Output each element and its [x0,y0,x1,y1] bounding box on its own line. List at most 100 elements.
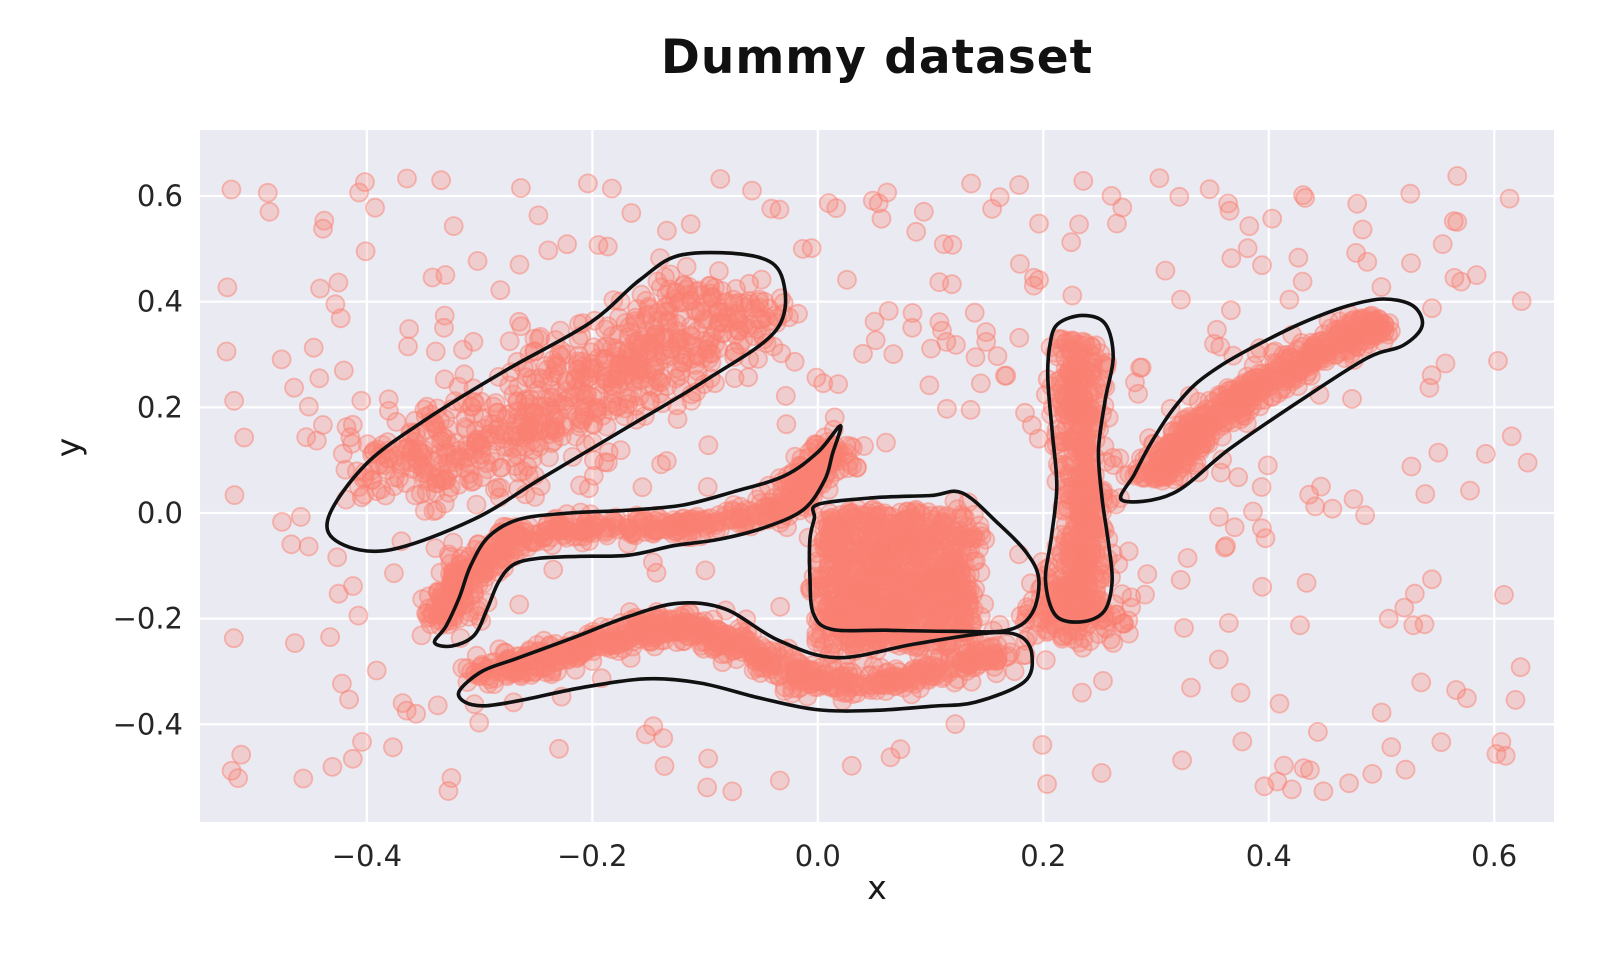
scatter-point [615,313,636,333]
scatter-point [1010,253,1030,274]
scatter-point [769,770,790,791]
scatter-point [1257,455,1278,476]
scatter-point [271,349,292,370]
scatter-point [863,633,883,653]
scatter-point [1292,271,1313,292]
scatter-point [1112,197,1133,218]
scatter-point [575,641,595,661]
y-tick-label: 0.6 [137,179,183,213]
scatter-point [819,527,840,548]
scatter-point [1313,781,1334,802]
scatter-point [547,393,567,414]
scatter-point [570,413,591,434]
scatter-point [566,377,587,398]
scatter-point [961,671,982,692]
scatter-point [328,583,349,604]
scatter-point [1432,234,1453,255]
scatter-point [328,272,349,293]
scatter-point [303,337,324,358]
scatter-point [1032,735,1053,755]
y-tick-label: 0.2 [137,390,183,424]
scatter-point [293,768,314,789]
scatter-point [657,220,677,241]
scatter-point [610,440,631,461]
scatter-point [348,605,369,626]
scatter-point [511,316,532,337]
scatter-point [976,322,996,343]
scatter-point [1091,763,1112,783]
scatter-point [942,234,963,255]
scatter-point [1419,377,1440,398]
scatter-point [1422,569,1442,590]
scatter-point [392,693,413,713]
scatter-point [224,485,245,506]
scatter-point [408,441,429,462]
scatter-point [1063,441,1084,462]
scatter-point [431,170,452,191]
scatter-point [1199,179,1220,200]
scatter-point [1460,480,1480,501]
scatter-point [1028,428,1049,449]
scatter-point [470,435,491,456]
scatter-point [466,494,487,515]
scatter-point [1125,372,1145,393]
scatter-point [1219,200,1240,221]
scatter-point [443,216,464,237]
scatter-point [1342,388,1362,409]
scatter-point [587,398,607,419]
scatter-point [583,465,604,486]
scatter-point [1155,260,1176,281]
scatter-point [306,430,327,451]
scatter-point [1243,501,1263,522]
scatter-point [333,360,354,381]
scatter-point [1204,333,1224,354]
scatter-point [310,278,331,299]
scatter-point [223,628,244,649]
scatter-point [710,169,731,189]
scatter-point [775,677,795,698]
scatter-point [325,294,346,315]
scatter-point [511,178,531,198]
scatter-point [937,398,957,419]
scatter-point [375,485,396,506]
scatter-point [1401,456,1422,477]
scatter-point [1447,166,1468,186]
scatter-point [1130,357,1150,378]
scatter-point [1072,682,1092,703]
scatter-point [709,261,729,282]
scatter-point [509,254,530,275]
scatter-point [406,703,427,724]
scatter-point [469,712,490,733]
scatter-point [216,341,237,362]
scatter-point [1208,649,1229,670]
scatter-point [331,673,352,694]
scatter-point [507,444,528,465]
scatter-point [1064,549,1085,570]
scatter-point [964,302,985,323]
scatter-point [917,520,938,541]
scatter-point [568,351,588,372]
scatter-point [399,319,420,339]
scatter-point [1198,417,1219,437]
scatter-point [880,747,901,768]
scatter-point [1050,591,1071,612]
scatter-point [1414,614,1435,635]
scatter-point [1181,677,1201,698]
scatter-point [792,238,813,259]
scatter-point [1112,584,1132,604]
scatter-point [770,596,791,617]
scatter-point [357,434,378,455]
scatter-point [483,396,504,417]
scatter-point [1340,333,1361,354]
scatter-point [887,522,907,543]
scatter-point [651,454,671,475]
plot-area [200,130,1554,822]
scatter-point [427,695,448,716]
scatter-point [871,208,892,229]
scatter-point [1172,750,1192,771]
scatter-point [376,460,397,480]
scatter-point [508,462,529,483]
scatter-point [1216,536,1236,557]
x-axis-label: x [867,868,887,907]
scatter-point [467,251,488,271]
